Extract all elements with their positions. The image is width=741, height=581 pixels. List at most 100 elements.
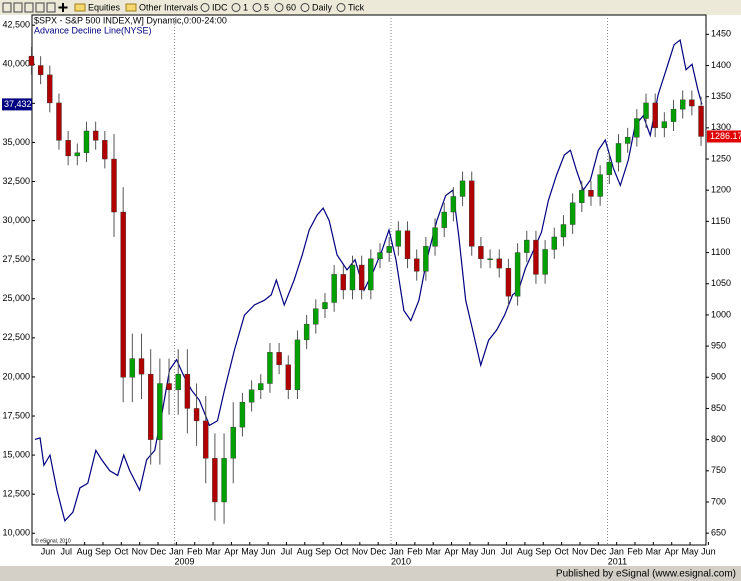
candle-body: [514, 252, 521, 297]
y2-tick-label: 750: [711, 465, 726, 475]
y-tick-label: 35,000: [2, 137, 30, 147]
toolbar-button[interactable]: Equities: [88, 2, 121, 12]
candle-body: [120, 211, 126, 378]
y-tick-label: 10,000: [2, 528, 30, 538]
x-tick-label: Jan: [389, 546, 404, 556]
toolbar-button[interactable]: Daily: [312, 2, 333, 12]
x-tick-label: May: [461, 546, 479, 556]
chart-title: $SPX - S&P 500 INDEX,W] Dynamic,0:00-24:…: [34, 15, 227, 25]
candle-body: [432, 227, 438, 247]
candle-body: [340, 274, 347, 291]
year-label: 2010: [391, 556, 411, 566]
candle-body: [313, 308, 319, 325]
y-tick-label: 12,500: [2, 489, 30, 499]
x-tick-label: Jun: [41, 546, 56, 556]
candle-body: [386, 246, 392, 253]
candle-body: [129, 358, 136, 378]
y-tick-label: 17,500: [2, 410, 30, 420]
candle-body: [230, 426, 236, 459]
toolbar-button[interactable]: Other Intervals: [139, 2, 199, 12]
x-tick-label: Oct: [114, 546, 129, 556]
x-tick-label: Feb: [187, 546, 203, 556]
y2-tick-label: 1300: [711, 122, 731, 132]
y-tick-label: 30,000: [2, 215, 30, 225]
price-tag-label: 1286.17: [710, 131, 741, 141]
candle-body: [615, 143, 622, 163]
candle-body: [184, 373, 191, 409]
price-tag: [707, 130, 741, 143]
x-tick-label: Sep: [95, 546, 111, 556]
candle-body: [56, 102, 62, 141]
y2-tick-label: 900: [711, 372, 726, 382]
x-tick-label: Jan: [169, 546, 184, 556]
x-tick-label: Oct: [334, 546, 349, 556]
y2-tick-label: 1050: [711, 278, 731, 288]
y2-tick-label: 1100: [711, 247, 730, 257]
x-tick-label: Aug: [297, 546, 313, 556]
y2-tick-label: 1400: [711, 60, 731, 70]
candle-body: [37, 65, 44, 76]
candle-body: [322, 302, 328, 309]
x-tick-label: Sep: [315, 546, 331, 556]
candle-body: [294, 339, 301, 390]
x-tick-label: Dec: [150, 546, 167, 556]
x-tick-label: Mar: [425, 546, 441, 556]
x-tick-label: Apr: [224, 546, 238, 556]
y-tick-label: 40,000: [2, 59, 30, 69]
candle-body: [221, 458, 227, 503]
candle-body: [175, 373, 181, 390]
y2-tick-label: 1250: [711, 153, 731, 163]
x-tick-label: May: [682, 546, 700, 556]
candle-body: [478, 246, 484, 259]
legend-entry: Advance Decline Line(NYSE): [34, 25, 152, 35]
candle-body: [524, 239, 530, 253]
candle-body: [193, 408, 200, 422]
candle-body: [212, 458, 218, 503]
x-tick-label: Apr: [445, 546, 459, 556]
y-tick-label: 20,000: [2, 371, 30, 381]
candle-body: [459, 180, 466, 197]
candle-body: [624, 137, 631, 144]
value-tag-label: 37,432: [4, 99, 32, 109]
x-tick-label: Oct: [555, 546, 570, 556]
y2-tick-label: 800: [711, 434, 726, 444]
candle-body: [689, 99, 695, 107]
value-tag: [2, 98, 32, 111]
x-tick-label: Jul: [61, 546, 73, 556]
toolbar-button[interactable]: 60: [286, 2, 296, 12]
watermark: © eSignal, 2010: [35, 537, 71, 544]
x-tick-label: May: [241, 546, 259, 556]
y2-tick-label: 1000: [711, 309, 731, 319]
x-tick-label: Jul: [281, 546, 293, 556]
candle-body: [74, 152, 81, 157]
candle-body: [551, 236, 557, 250]
candle-body: [606, 161, 613, 175]
candle-body: [496, 258, 502, 269]
candle-body: [680, 99, 686, 110]
year-label: 2011: [608, 556, 627, 566]
x-tick-label: Jun: [481, 546, 496, 556]
candle-body: [138, 358, 145, 375]
year-label: 2009: [175, 556, 195, 566]
y2-tick-label: 1200: [711, 185, 731, 195]
candle-body: [267, 352, 273, 384]
candle-body: [698, 105, 704, 137]
toolbar-button[interactable]: IDC: [212, 2, 228, 12]
toolbar-button[interactable]: 1: [243, 2, 248, 12]
candle-body: [588, 190, 594, 197]
x-tick-label: Jul: [501, 546, 513, 556]
candle-body: [349, 264, 356, 291]
x-tick-label: Aug: [517, 546, 533, 556]
candle-body: [634, 118, 640, 138]
toolbar-button[interactable]: 5: [264, 2, 269, 12]
ad-line: [34, 38, 703, 522]
y-tick-label: 27,500: [2, 254, 30, 264]
candle-body: [505, 267, 512, 297]
toolbar-button[interactable]: Tick: [348, 2, 365, 12]
candle-body: [413, 258, 420, 272]
candle-body: [441, 211, 447, 228]
footer: Published by eSignal (www.esignal.com): [556, 569, 736, 580]
candle-body: [331, 274, 337, 303]
candle-body: [258, 383, 264, 390]
